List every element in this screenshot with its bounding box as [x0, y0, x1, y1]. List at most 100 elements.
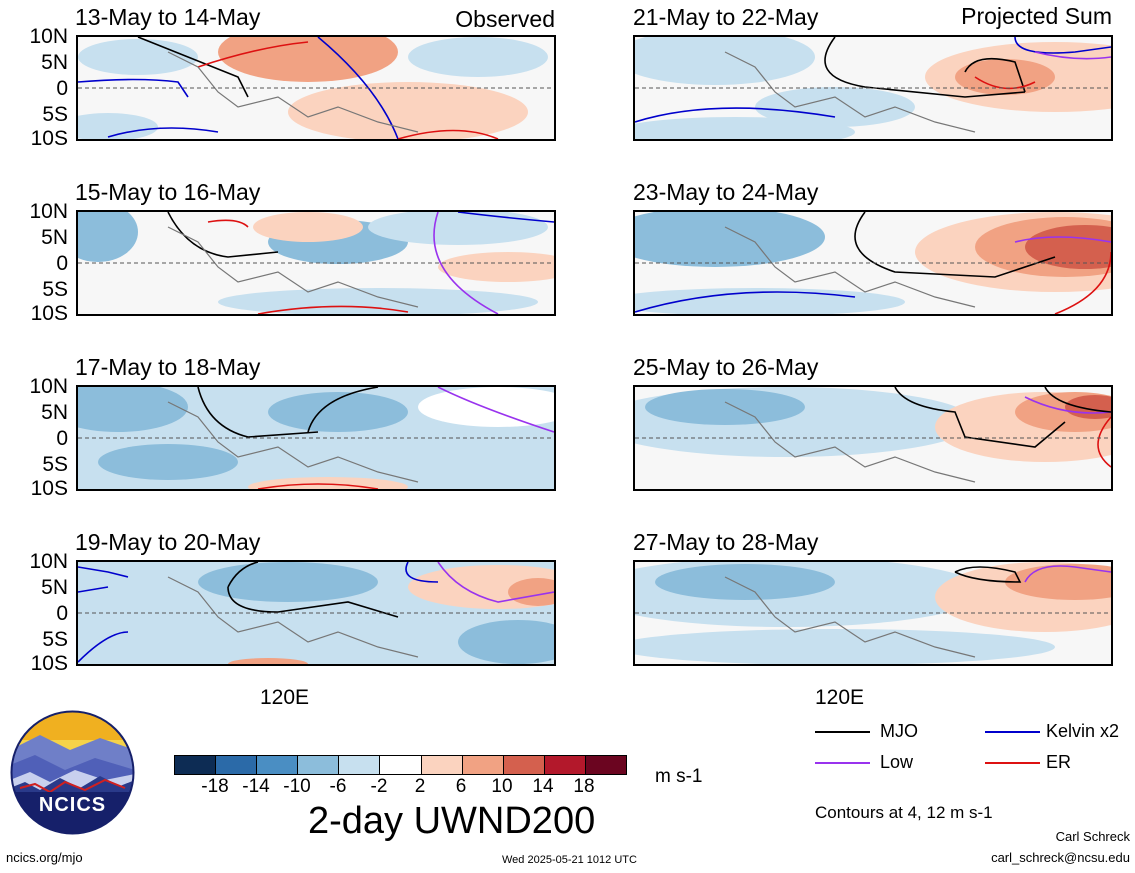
positive-anomaly: [955, 59, 1055, 95]
map-panel-obs-4: [76, 560, 556, 666]
colorbar-tick: -6: [329, 776, 347, 797]
timestamp: Wed 2025-05-21 1012 UTC: [502, 854, 637, 866]
site-url: ncics.org/mjo: [6, 850, 83, 865]
lat-tick: 0: [56, 77, 68, 100]
plot-title: 2-day UWND200: [308, 800, 596, 842]
negative-anomaly: [408, 37, 548, 77]
kelvin-contour: [635, 291, 856, 313]
panel-title: 23-May to 24-May: [633, 179, 819, 205]
lat-tick: 10S: [30, 127, 68, 150]
negative-anomaly: [645, 389, 805, 425]
panel-title: 21-May to 22-May: [633, 4, 819, 30]
low-contour: [433, 212, 499, 314]
lat-tick: 0: [56, 427, 68, 450]
legend-label: Low: [880, 752, 914, 772]
negative-anomaly: [218, 288, 538, 314]
coastline: [167, 226, 419, 308]
mjo-contour: [167, 212, 279, 258]
positive-anomaly: [438, 252, 554, 282]
colorbar-swatch: [257, 756, 299, 774]
panel-title: 27-May to 28-May: [633, 529, 819, 555]
colorbar-tick: 10: [491, 776, 513, 797]
mjo-contour: [137, 37, 249, 98]
lat-tick: 10S: [30, 477, 68, 500]
coastline: [724, 576, 976, 658]
colorbar-swatch: [175, 756, 217, 774]
lat-tick: 5S: [42, 628, 68, 651]
coastline: [167, 51, 419, 133]
negative-anomaly: [198, 562, 378, 602]
negative-anomaly: [368, 212, 548, 245]
negative-anomaly: [635, 212, 825, 267]
lat-tick: 5N: [41, 51, 68, 74]
negative-anomaly: [458, 620, 554, 664]
er-contour: [1054, 251, 1111, 314]
lat-tick: 10S: [30, 652, 68, 675]
mjo-contour: [197, 387, 319, 438]
observed-label: Observed: [455, 6, 555, 32]
negative-anomaly: [268, 392, 408, 432]
er-contour: [1097, 416, 1111, 468]
lon-label: 120E: [815, 686, 865, 709]
mjo-contour: [824, 37, 1026, 98]
er-contour: [197, 41, 309, 68]
kelvin-contour: [457, 212, 554, 223]
colorbar-swatch: [339, 756, 381, 774]
coastline: [167, 576, 419, 658]
mjo-contour: [854, 212, 1056, 278]
colorbar-tick: 18: [573, 776, 595, 797]
author: Carl Schreck: [1055, 829, 1130, 844]
lat-tick: 0: [56, 252, 68, 275]
colorbar-tick: -14: [242, 776, 270, 797]
mjo-contour: [1044, 387, 1111, 413]
negative-anomaly: [635, 629, 1055, 664]
colorbar-tick: 6: [455, 776, 467, 797]
panel-title: 17-May to 18-May: [75, 354, 261, 380]
low-contour: [437, 387, 554, 433]
panel-title: 15-May to 16-May: [75, 179, 261, 205]
logo-text: NCICS: [38, 794, 107, 816]
lat-tick: 10N: [29, 550, 68, 573]
positive-anomaly: [508, 578, 554, 606]
mjo-contour: [227, 562, 399, 618]
negative-anomaly: [98, 444, 238, 480]
legend-label: ER: [1046, 752, 1072, 772]
lat-tick: 10N: [29, 375, 68, 398]
kelvin-contour: [405, 562, 439, 583]
colorbar-swatch: [216, 756, 258, 774]
mjo-contour: [954, 566, 1022, 583]
colorbar: [174, 755, 627, 775]
legend-label: Kelvin x2: [1046, 721, 1120, 741]
lat-tick: 10S: [30, 302, 68, 325]
negative-anomaly: [78, 39, 198, 75]
map-panel-obs-1: [76, 35, 556, 141]
coastline: [724, 51, 976, 133]
negative-anomaly: [655, 564, 835, 600]
mjo-contour: [307, 387, 379, 433]
colorbar-swatch: [585, 756, 627, 774]
lat-tick: 5N: [41, 226, 68, 249]
low-contour: [1024, 565, 1111, 583]
lat-tick: 5S: [42, 453, 68, 476]
er-contour: [974, 76, 1036, 90]
negative-anomaly: [635, 117, 855, 139]
lon-label: 120E: [260, 686, 310, 709]
colorbar-swatch: [503, 756, 545, 774]
colorbar-tick: -10: [283, 776, 311, 797]
coastline: [167, 401, 419, 483]
author-email: carl_schreck@ncsu.edu: [991, 850, 1130, 865]
legend-swatch-kelvin: [985, 731, 1040, 733]
colorbar-tick: -18: [201, 776, 229, 797]
colorbar-tick: 14: [532, 776, 554, 797]
colorbar-swatch: [421, 756, 463, 774]
low-contour: [437, 562, 554, 603]
lat-tick: 5N: [41, 401, 68, 424]
panel-title: 13-May to 14-May: [75, 4, 261, 30]
colorbar-tick: 2: [414, 776, 426, 797]
legend-swatch-low: [815, 762, 870, 764]
negative-anomaly: [755, 87, 915, 127]
colorbar-swatch: [380, 756, 422, 774]
mjo-contour: [964, 57, 1026, 93]
ncics-logo: NCICS: [10, 710, 135, 835]
legend-label: MJO: [880, 721, 918, 741]
